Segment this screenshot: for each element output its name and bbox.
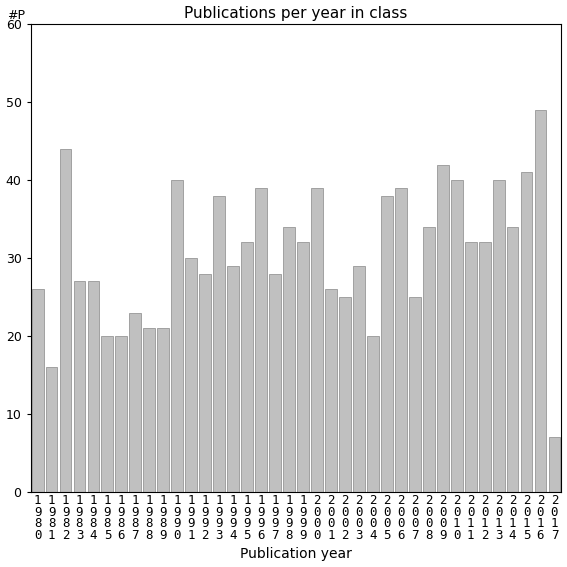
Bar xyxy=(437,164,448,492)
Bar xyxy=(158,328,169,492)
Bar xyxy=(143,328,155,492)
Bar xyxy=(171,180,183,492)
Bar xyxy=(506,227,518,492)
Bar xyxy=(297,243,309,492)
X-axis label: Publication year: Publication year xyxy=(240,548,352,561)
Bar xyxy=(451,180,463,492)
Bar xyxy=(311,188,323,492)
Bar xyxy=(353,266,365,492)
Bar xyxy=(45,367,57,492)
Title: Publications per year in class: Publications per year in class xyxy=(184,6,408,20)
Bar xyxy=(367,336,379,492)
Bar xyxy=(213,196,225,492)
Bar xyxy=(87,281,99,492)
Bar xyxy=(395,188,407,492)
Bar xyxy=(101,336,113,492)
Text: #P: #P xyxy=(7,9,25,22)
Bar xyxy=(60,149,71,492)
Bar xyxy=(409,297,421,492)
Bar xyxy=(339,297,351,492)
Bar xyxy=(535,110,547,492)
Bar xyxy=(116,336,128,492)
Bar xyxy=(381,196,393,492)
Bar xyxy=(129,312,141,492)
Bar xyxy=(325,289,337,492)
Bar xyxy=(548,437,560,492)
Bar xyxy=(465,243,477,492)
Bar xyxy=(493,180,505,492)
Bar xyxy=(241,243,253,492)
Bar xyxy=(521,172,532,492)
Bar xyxy=(423,227,435,492)
Bar xyxy=(185,258,197,492)
Bar xyxy=(227,266,239,492)
Bar xyxy=(255,188,267,492)
Bar xyxy=(32,289,44,492)
Bar xyxy=(199,274,211,492)
Bar xyxy=(479,243,490,492)
Bar xyxy=(269,274,281,492)
Bar xyxy=(283,227,295,492)
Bar xyxy=(74,281,86,492)
